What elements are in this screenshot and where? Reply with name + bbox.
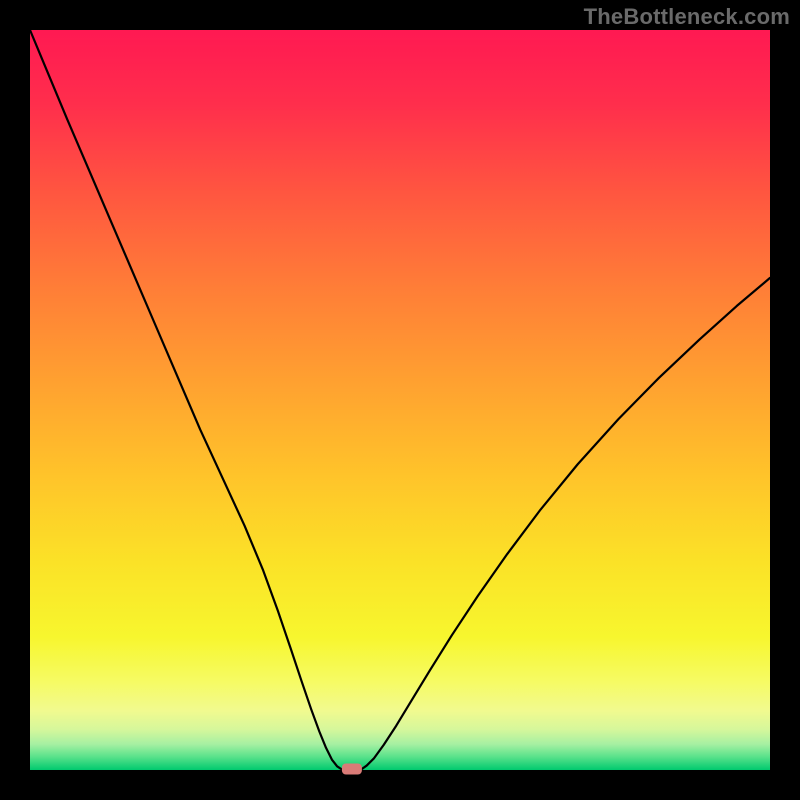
bottleneck-chart: [0, 0, 800, 800]
chart-background: [30, 30, 770, 770]
watermark-text: TheBottleneck.com: [584, 4, 790, 30]
minimum-marker: [342, 763, 362, 774]
chart-container: TheBottleneck.com: [0, 0, 800, 800]
